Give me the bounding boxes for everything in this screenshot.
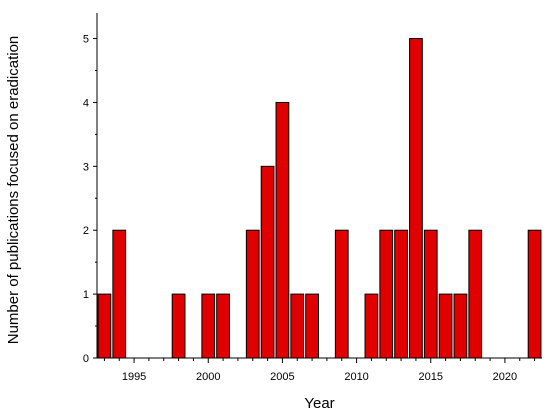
bar-2017 [453, 293, 468, 359]
bar-2003 [245, 229, 260, 359]
bar-2001 [216, 293, 230, 359]
bar-2022 [527, 229, 542, 359]
bar-2016 [438, 293, 453, 359]
x-tick-label: 2015 [419, 371, 443, 383]
y-axis-ticks: 0 1 2 3 4 5 [83, 34, 97, 365]
x-tick-label: 2020 [493, 371, 517, 383]
bars-group [97, 38, 542, 359]
y-tick-label: 0 [83, 353, 89, 365]
x-tick-label: 2000 [196, 371, 220, 383]
x-axis-ticks: 1995 2000 2005 2010 2015 2020 [103, 358, 536, 383]
bar-2012 [379, 229, 394, 359]
y-axis-title: Number of publications focused on eradic… [5, 36, 22, 345]
bar-2005 [275, 101, 290, 359]
bar-1994 [112, 229, 127, 359]
bar-2009 [334, 229, 349, 359]
x-axis-title: Year [304, 395, 334, 412]
bar-2000 [201, 293, 216, 359]
bar-1998 [171, 293, 186, 359]
y-tick-label: 2 [83, 225, 89, 237]
y-tick-label: 4 [83, 97, 89, 109]
bar-2007 [305, 293, 319, 359]
bar-2004 [260, 165, 275, 359]
y-tick-label: 5 [83, 34, 89, 46]
bar-2013 [394, 229, 408, 359]
bar-2011 [364, 293, 379, 359]
bar-2006 [290, 293, 305, 359]
x-tick-label: 2010 [344, 371, 368, 383]
x-tick-label: 1995 [122, 371, 146, 383]
bar-2015 [423, 229, 438, 359]
bar-1993 [97, 293, 112, 359]
y-tick-label: 1 [83, 289, 89, 301]
bar-2014 [409, 38, 423, 359]
x-tick-label: 2005 [270, 371, 294, 383]
y-tick-label: 3 [83, 161, 89, 173]
bar-2018 [468, 229, 483, 359]
